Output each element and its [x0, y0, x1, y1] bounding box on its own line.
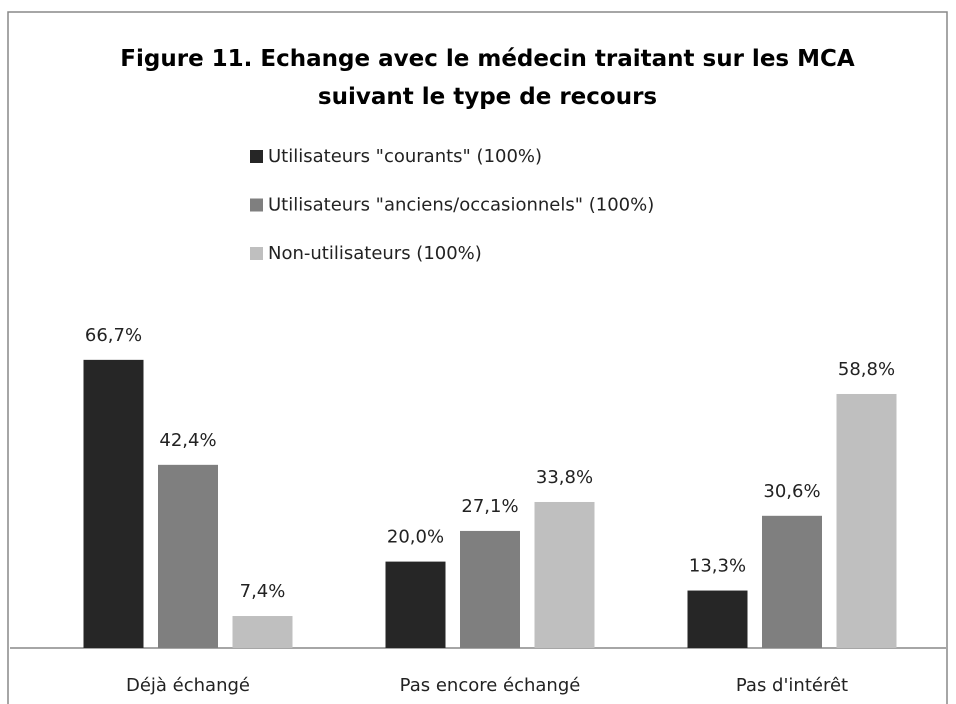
bar — [534, 501, 595, 648]
data-label: 13,3% — [689, 556, 746, 577]
bar — [83, 359, 144, 648]
bar — [460, 530, 520, 648]
bar — [836, 393, 897, 648]
x-tick-label: Pas d'intérêt — [736, 675, 848, 696]
data-label: 27,1% — [461, 496, 518, 517]
bar — [687, 590, 748, 648]
legend-swatch — [250, 247, 263, 260]
data-label: 7,4% — [240, 581, 286, 602]
data-label: 42,4% — [159, 430, 216, 451]
x-tick-label: Déjà échangé — [126, 675, 250, 696]
data-label: 20,0% — [387, 527, 444, 548]
chart-frame — [7, 11, 948, 704]
bar — [158, 464, 218, 648]
legend-swatch — [250, 198, 263, 212]
chart-title: Figure 11. Echange avec le médecin trait… — [120, 46, 855, 110]
x-tick-label: Pas encore échangé — [400, 675, 581, 696]
data-label: 58,8% — [838, 359, 895, 380]
bar — [232, 616, 293, 648]
legend-swatch — [250, 150, 263, 163]
legend-label: Utilisateurs "anciens/occasionnels" (100… — [268, 195, 654, 216]
data-label: 66,7% — [85, 325, 142, 346]
legend-label: Non-utilisateurs (100%) — [268, 243, 482, 264]
data-label: 30,6% — [763, 481, 820, 502]
bar — [762, 515, 822, 648]
legend-label: Utilisateurs "courants" (100%) — [268, 146, 542, 167]
bar — [385, 561, 446, 648]
data-label: 33,8% — [536, 467, 593, 488]
